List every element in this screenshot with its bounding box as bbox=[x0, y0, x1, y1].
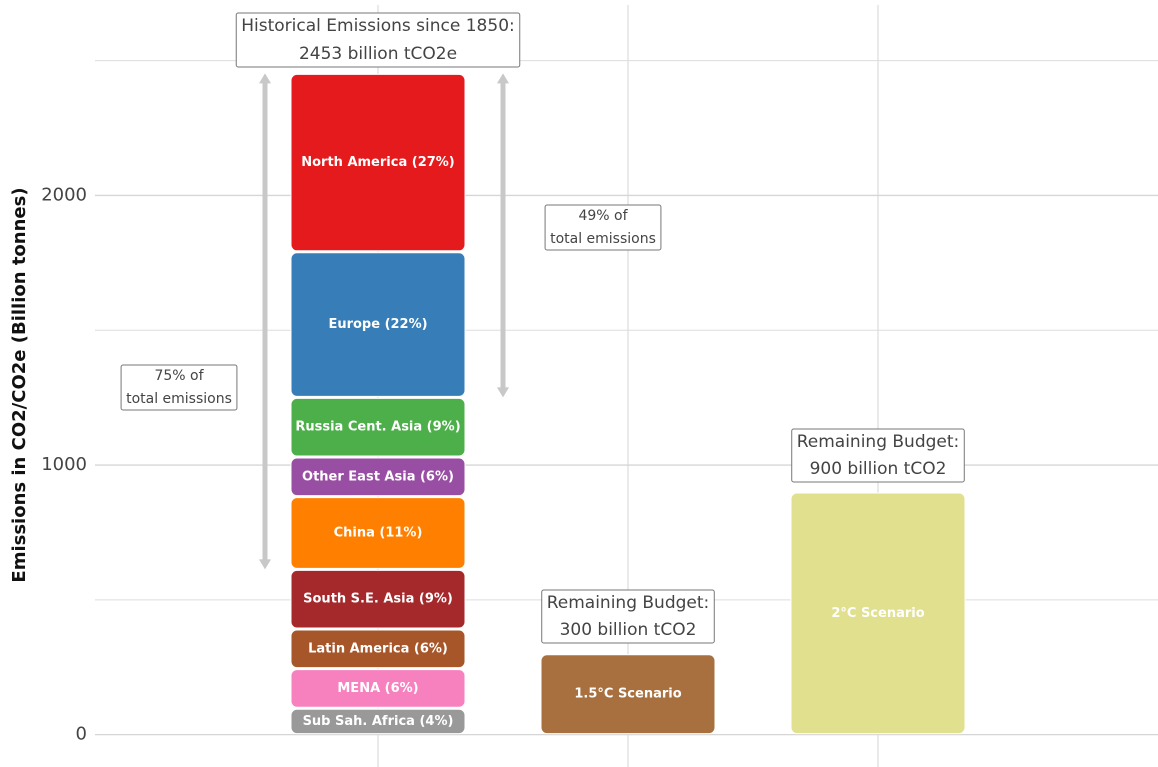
bar-segment bbox=[290, 669, 466, 708]
y-tick-label: 2000 bbox=[41, 184, 87, 205]
bar-segment bbox=[540, 654, 716, 735]
bar-label: Sub Sah. Africa (4%) bbox=[303, 714, 454, 729]
bar-segment bbox=[290, 497, 466, 569]
annotation-text: Remaining Budget: bbox=[797, 432, 960, 452]
annotation-text: 75% of bbox=[154, 368, 204, 384]
share-arrow bbox=[497, 73, 509, 398]
annotation-text: 2453 billion tCO2e bbox=[299, 44, 457, 64]
bar-label: Europe (22%) bbox=[328, 317, 427, 332]
annotation-box bbox=[120, 364, 238, 411]
bar-label: South S.E. Asia (9%) bbox=[303, 592, 453, 607]
annotation: 75% of total emissions bbox=[120, 364, 238, 411]
bar-segment bbox=[290, 629, 466, 669]
arrow-head bbox=[259, 73, 271, 84]
bar-segment bbox=[790, 492, 966, 735]
annotation-box bbox=[791, 428, 965, 483]
annotation-text: Historical Emissions since 1850: bbox=[241, 16, 515, 36]
annotation-text: 900 billion tCO2 bbox=[810, 459, 947, 479]
bar-label: Latin America (6%) bbox=[308, 641, 448, 656]
bar-label: China (11%) bbox=[334, 525, 423, 540]
arrow-head bbox=[497, 73, 509, 84]
bar-segment bbox=[290, 73, 466, 252]
annotation-text: total emissions bbox=[550, 231, 656, 247]
share-arrow bbox=[259, 73, 271, 570]
arrow-head bbox=[497, 387, 509, 398]
bar-label: 2°C Scenario bbox=[831, 606, 924, 621]
bar-label: Other East Asia (6%) bbox=[302, 469, 454, 484]
y-tick-label: 0 bbox=[76, 724, 87, 745]
bar-label: Russia Cent. Asia (9%) bbox=[295, 420, 460, 435]
bar-segment bbox=[290, 708, 466, 735]
annotation: 49% of total emissions bbox=[544, 204, 662, 251]
annotation-box bbox=[541, 589, 715, 644]
bar-label: MENA (6%) bbox=[337, 681, 418, 696]
bar-segment bbox=[290, 252, 466, 397]
annotation-box bbox=[235, 12, 521, 68]
y-axis-label: Emissions in CO2/CO2e (Billion tonnes) bbox=[9, 187, 30, 582]
annotation: Historical Emissions since 1850: 2453 bil… bbox=[235, 12, 521, 68]
annotation-text: Remaining Budget: bbox=[547, 593, 710, 613]
arrow-head bbox=[259, 559, 271, 570]
y-tick-label: 1000 bbox=[41, 454, 87, 475]
annotation-text: 300 billion tCO2 bbox=[560, 620, 697, 640]
bar-segment bbox=[290, 397, 466, 457]
bar-label: North America (27%) bbox=[301, 155, 455, 170]
annotation: Remaining Budget: 900 billion tCO2 bbox=[791, 428, 965, 483]
annotation-text: 49% of bbox=[578, 208, 628, 224]
bar-segment bbox=[290, 457, 466, 497]
annotation-text: total emissions bbox=[126, 391, 232, 407]
bar-segment bbox=[290, 569, 466, 629]
annotation: Remaining Budget: 300 billion tCO2 bbox=[541, 589, 715, 644]
bar-label: 1.5°C Scenario bbox=[574, 687, 681, 702]
annotation-box bbox=[544, 204, 662, 251]
